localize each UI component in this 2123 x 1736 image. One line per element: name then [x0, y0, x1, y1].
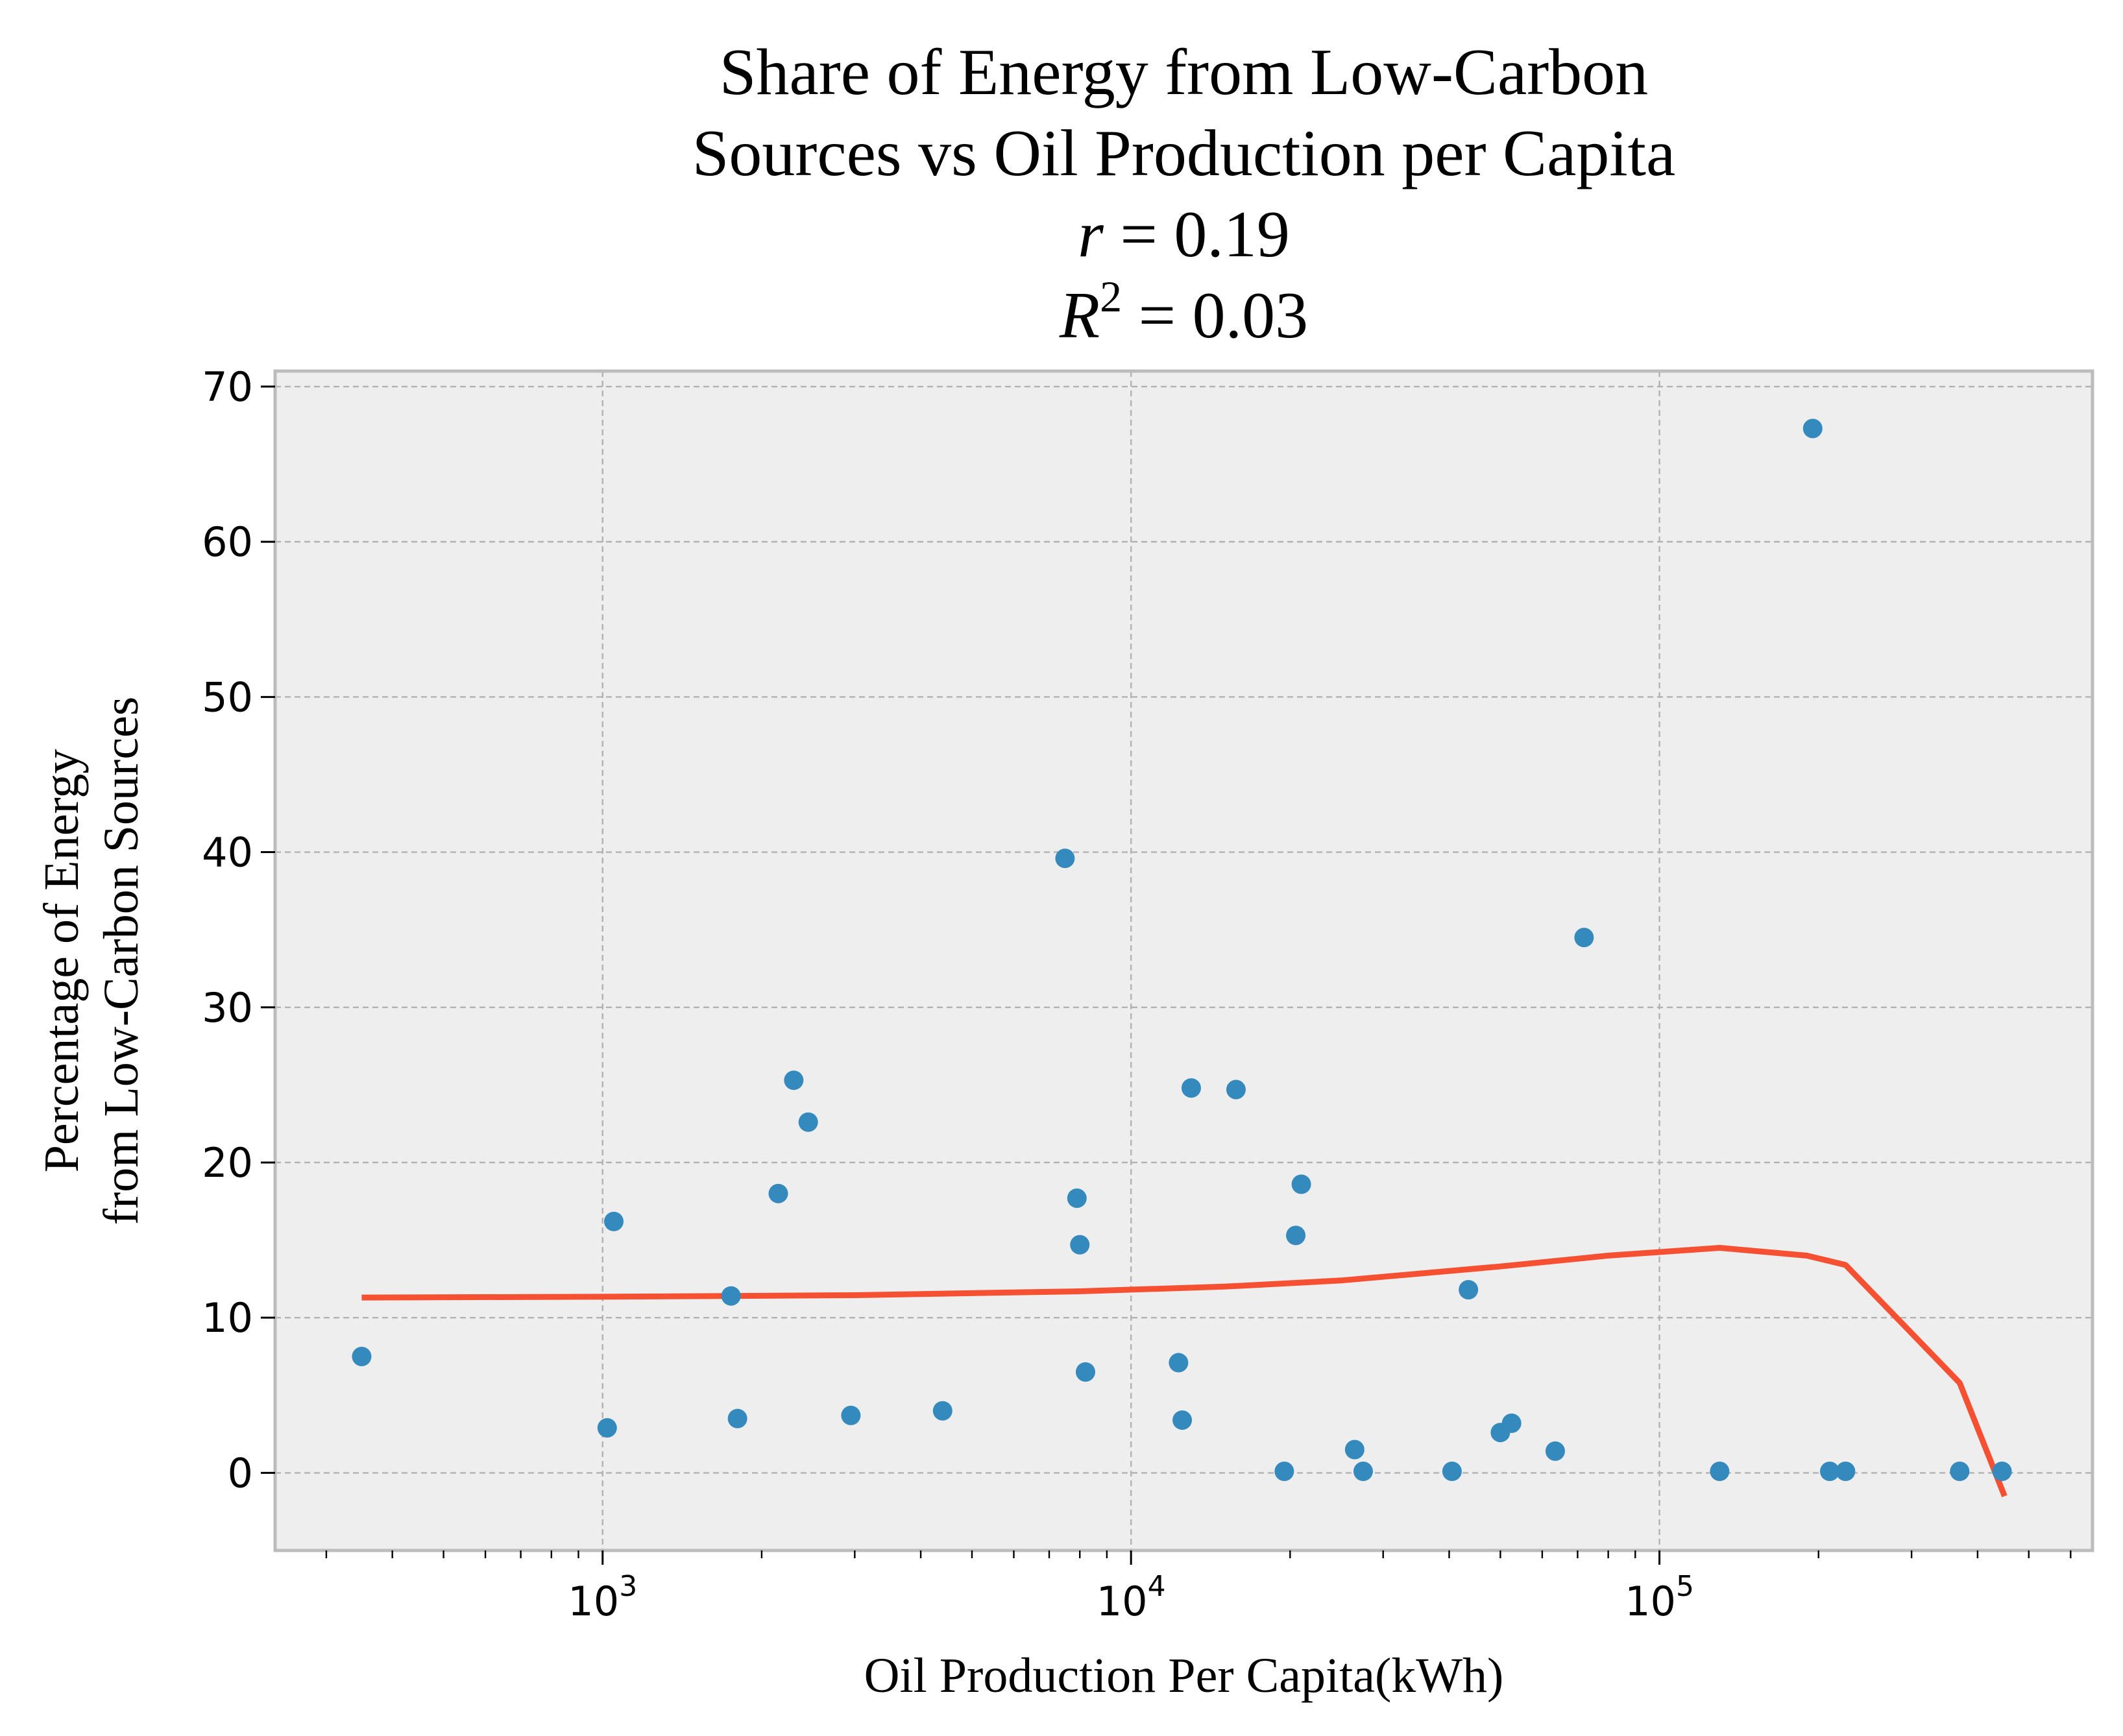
- data-point-2: [604, 1211, 624, 1231]
- title-math-value: = 0.19: [1104, 198, 1290, 271]
- y-tick-label-2: 20: [202, 1139, 253, 1187]
- plot-area: [275, 371, 2093, 1550]
- y-axis-ticks: 0 10 20 30 40 50 60 70: [202, 363, 275, 1497]
- x-tick-label-2: 105: [1625, 1570, 1694, 1625]
- x-axis-label: Oil Production Per Capita(kWh): [864, 1648, 1504, 1703]
- chart-title-line-3: R2 = 0.03: [1059, 272, 1308, 352]
- data-point-6: [784, 1070, 804, 1091]
- data-point-17: [1226, 1079, 1246, 1100]
- data-point-13: [1075, 1362, 1095, 1382]
- grid-lines: [275, 371, 2093, 1550]
- x-tick-label-1: 104: [1097, 1570, 1166, 1625]
- data-point-21: [1344, 1440, 1365, 1460]
- y-axis-label-line-1: from Low-Carbon Sources: [94, 697, 149, 1225]
- data-point-11: [1067, 1188, 1087, 1208]
- y-tick-label-5: 50: [202, 673, 253, 721]
- data-point-5: [768, 1183, 788, 1203]
- y-tick-label-0: 0: [228, 1449, 253, 1497]
- data-point-22: [1353, 1462, 1373, 1482]
- title-math-var: R: [1059, 279, 1100, 352]
- data-point-34: [1992, 1462, 2012, 1482]
- y-axis-label: Percentage of Energy from Low-Carbon Sour…: [34, 697, 149, 1225]
- data-point-1: [597, 1418, 617, 1438]
- data-point-8: [841, 1405, 861, 1425]
- data-point-14: [1169, 1353, 1189, 1373]
- title-math-value: = 0.03: [1122, 279, 1308, 352]
- x-tick-label-exponent: 3: [619, 1570, 637, 1603]
- title-math-var: r: [1078, 198, 1104, 271]
- chart-title: Share of Energy from Low-Carbon Sources v…: [692, 36, 1676, 352]
- title-math-superscript: 2: [1100, 272, 1122, 321]
- data-point-20: [1291, 1174, 1311, 1194]
- data-point-18: [1274, 1462, 1294, 1482]
- x-tick-label-exponent: 4: [1148, 1570, 1166, 1603]
- data-point-9: [932, 1401, 952, 1421]
- trend-line: [361, 1245, 2008, 1497]
- chart-title-line-0: Share of Energy from Low-Carbon: [720, 36, 1648, 109]
- x-axis-ticks: 103 104 105: [325, 1550, 2072, 1625]
- data-point-3: [721, 1286, 741, 1306]
- y-tick-label-7: 70: [202, 363, 253, 411]
- data-point-24: [1459, 1280, 1479, 1300]
- trend-line-group: [361, 1245, 2008, 1497]
- plot-frame: [273, 369, 2094, 1552]
- data-point-15: [1172, 1410, 1193, 1430]
- data-point-12: [1070, 1235, 1090, 1255]
- data-point-7: [798, 1112, 818, 1132]
- data-point-0: [352, 1346, 372, 1366]
- chart-title-line-2: r = 0.19: [1078, 198, 1290, 271]
- data-point-23: [1442, 1462, 1462, 1482]
- chart-title-line-1: Sources vs Oil Production per Capita: [692, 117, 1676, 190]
- data-point-28: [1574, 928, 1594, 948]
- data-point-33: [1950, 1462, 1970, 1482]
- y-tick-label-4: 40: [202, 829, 253, 876]
- data-point-29: [1710, 1462, 1730, 1482]
- x-tick-label-exponent: 5: [1676, 1570, 1694, 1603]
- y-tick-label-6: 60: [202, 518, 253, 566]
- data-point-32: [1836, 1462, 1856, 1482]
- data-point-19: [1286, 1225, 1306, 1246]
- x-tick-label-base: 10: [1625, 1578, 1676, 1625]
- data-point-26: [1501, 1413, 1522, 1433]
- x-tick-label-0: 103: [568, 1570, 637, 1625]
- data-point-10: [1055, 849, 1075, 869]
- data-point-16: [1181, 1078, 1201, 1098]
- data-points: [352, 418, 2012, 1482]
- data-point-4: [727, 1408, 747, 1429]
- y-tick-label-3: 30: [202, 984, 253, 1031]
- data-point-30: [1802, 418, 1823, 439]
- data-point-31: [1819, 1462, 1839, 1482]
- x-tick-label-base: 10: [1097, 1578, 1148, 1625]
- y-axis-label-line-0: Percentage of Energy: [34, 749, 89, 1173]
- data-point-27: [1545, 1441, 1565, 1461]
- y-tick-label-1: 10: [202, 1294, 253, 1342]
- x-tick-label-base: 10: [568, 1578, 619, 1625]
